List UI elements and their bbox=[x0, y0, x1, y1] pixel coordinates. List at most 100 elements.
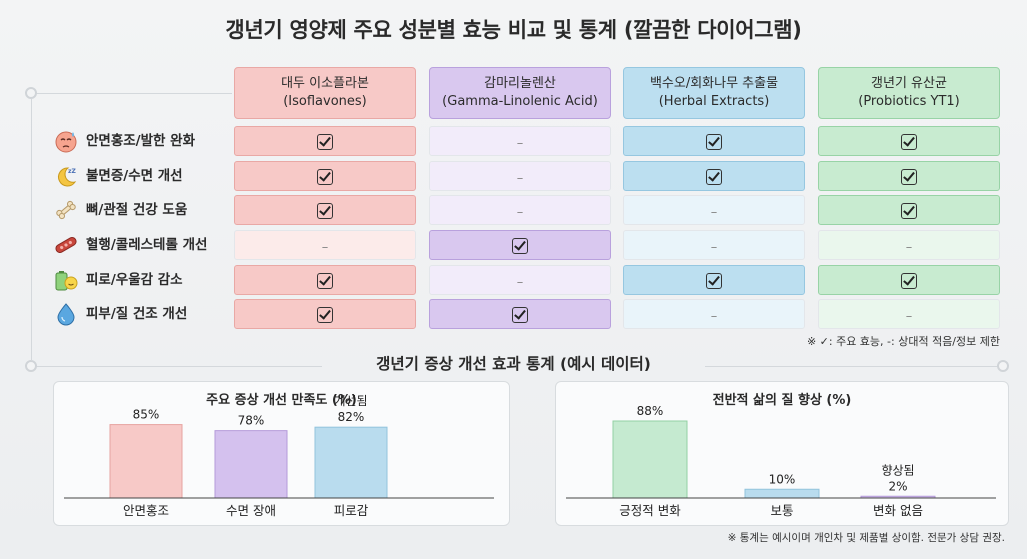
grid-cell bbox=[623, 126, 805, 156]
checkbox-checked-icon bbox=[706, 168, 722, 185]
grid-cell bbox=[818, 126, 1000, 156]
bone-icon bbox=[56, 200, 76, 220]
divider-node bbox=[25, 87, 37, 99]
grid-cell: – bbox=[234, 230, 416, 260]
grid-cell bbox=[623, 265, 805, 295]
column-header-sub: (Gamma-Linolenic Acid) bbox=[442, 94, 598, 109]
vertical-connector bbox=[31, 99, 32, 361]
bar bbox=[314, 426, 388, 499]
bar-value-label: 2% bbox=[888, 479, 907, 493]
checkbox-checked-icon bbox=[317, 202, 333, 219]
divider-node bbox=[25, 360, 37, 372]
dash-mark: – bbox=[516, 205, 524, 220]
bar-annotation: 개선됨 bbox=[334, 394, 367, 408]
bar-value-label: 85% bbox=[133, 408, 160, 422]
chart-panel-quality: 전반적 삶의 질 향상 (%) 88% 긍정적 변화 10% 보통 2% 향상됨 변화 없음 bbox=[555, 381, 1009, 526]
row-label-bone: 뼈/관절 건강 도움 bbox=[54, 194, 229, 226]
grid-cell: – bbox=[623, 230, 805, 260]
column-header-name: 갱년기 유산균 bbox=[871, 76, 947, 91]
checkbox-checked-icon bbox=[901, 272, 917, 289]
divider-node bbox=[997, 360, 1009, 372]
moon-sleep-icon: zZ bbox=[58, 167, 76, 187]
column-header-probiotics: 갱년기 유산균 (Probiotics YT1) bbox=[818, 67, 1000, 119]
grid-cell: – bbox=[429, 195, 611, 225]
column-header-sub: (Isoflavones) bbox=[283, 94, 367, 109]
category-label: 긍정적 변화 bbox=[619, 503, 681, 518]
checkbox-checked-icon bbox=[317, 133, 333, 150]
category-label: 피로감 bbox=[334, 503, 369, 518]
divider-line bbox=[705, 366, 1000, 367]
row-label-skin: 피부/질 건조 개선 bbox=[54, 298, 229, 330]
dash-mark: – bbox=[321, 240, 329, 255]
dash-mark: – bbox=[905, 240, 913, 255]
checkbox-checked-icon bbox=[317, 306, 333, 323]
column-header-isoflavones: 대두 이소플라본 (Isoflavones) bbox=[234, 67, 416, 119]
dash-mark: – bbox=[516, 136, 524, 151]
bar bbox=[109, 424, 183, 499]
checkbox-checked-icon bbox=[317, 168, 333, 185]
grid-cell bbox=[234, 126, 416, 156]
category-label: 수면 장애 bbox=[226, 503, 276, 518]
grid-cell bbox=[234, 299, 416, 329]
grid-cell bbox=[818, 195, 1000, 225]
checkbox-checked-icon bbox=[512, 306, 528, 323]
row-label-fatigue: 피로/우울감 감소 bbox=[54, 264, 229, 296]
stats-title: 갱년기 증상 개선 효과 통계 (예시 데이터) bbox=[376, 355, 651, 373]
bar bbox=[744, 488, 820, 499]
grid-cell: – bbox=[818, 230, 1000, 260]
category-label: 변화 없음 bbox=[873, 503, 923, 518]
column-header-name: 감마리놀렌산 bbox=[484, 76, 556, 91]
row-label-text: 혈행/콜레스테롤 개선 bbox=[86, 237, 208, 253]
checkbox-checked-icon bbox=[901, 168, 917, 185]
bar bbox=[612, 420, 688, 499]
bar-value-label: 78% bbox=[238, 414, 265, 428]
grid-cell: – bbox=[623, 299, 805, 329]
column-header-sub: (Herbal Extracts) bbox=[658, 94, 770, 109]
bar-value-label: 88% bbox=[637, 404, 664, 418]
checkbox-checked-icon bbox=[901, 202, 917, 219]
grid-cell bbox=[234, 195, 416, 225]
chart-title: 주요 증상 개선 만족도 (%) bbox=[206, 393, 357, 408]
chart-title: 전반적 삶의 질 향상 (%) bbox=[712, 393, 852, 408]
grid-cell: – bbox=[429, 126, 611, 156]
grid-cell bbox=[234, 161, 416, 191]
column-header-gla: 감마리놀렌산 (Gamma-Linolenic Acid) bbox=[429, 67, 611, 119]
category-label: 안면홍조 bbox=[123, 503, 169, 518]
grid-cell bbox=[818, 265, 1000, 295]
bar-annotation: 향상됨 bbox=[881, 463, 914, 477]
column-header-herbal: 백수오/회화나무 추출물 (Herbal Extracts) bbox=[623, 67, 805, 119]
dash-mark: – bbox=[710, 205, 718, 220]
grid-cell: – bbox=[429, 161, 611, 191]
battery-smile-icon bbox=[55, 271, 78, 291]
water-drop-icon bbox=[57, 303, 75, 326]
grid-cell: – bbox=[429, 265, 611, 295]
row-label-blood: 혈행/콜레스테롤 개선 bbox=[54, 229, 229, 261]
sweating-face-icon bbox=[55, 131, 77, 153]
dash-mark: – bbox=[710, 309, 718, 324]
row-label-sleep: zZ 불면증/수면 개선 bbox=[54, 160, 229, 192]
column-header-name: 백수오/회화나무 추출물 bbox=[649, 76, 779, 91]
checkbox-checked-icon bbox=[317, 272, 333, 289]
divider-line bbox=[32, 366, 322, 367]
row-label-text: 피부/질 건조 개선 bbox=[86, 306, 188, 322]
legend-note: ※ ✓: 주요 효능, -: 상대적 적음/정보 제한 bbox=[806, 335, 1000, 348]
blood-vessel-icon bbox=[55, 237, 77, 253]
grid-cell: – bbox=[623, 195, 805, 225]
row-label-text: 불면증/수면 개선 bbox=[86, 168, 183, 184]
grid-cell bbox=[429, 299, 611, 329]
category-label: 보통 bbox=[770, 503, 793, 518]
dash-mark: – bbox=[710, 240, 718, 255]
row-label-text: 피로/우울감 감소 bbox=[86, 272, 183, 288]
dash-mark: – bbox=[905, 309, 913, 324]
row-label-text: 안면홍조/발한 완화 bbox=[86, 133, 195, 149]
checkbox-checked-icon bbox=[512, 237, 528, 254]
checkbox-checked-icon bbox=[706, 133, 722, 150]
footnote: ※ 통계는 예시이며 개인차 및 제품별 상이함. 전문가 상담 권장. bbox=[727, 532, 1005, 544]
column-header-sub: (Probiotics YT1) bbox=[858, 94, 960, 109]
bar-value-label: 82% bbox=[338, 410, 365, 424]
page-title: 갱년기 영양제 주요 성분별 효능 비교 및 통계 (깔끔한 다이어그램) bbox=[225, 18, 802, 42]
